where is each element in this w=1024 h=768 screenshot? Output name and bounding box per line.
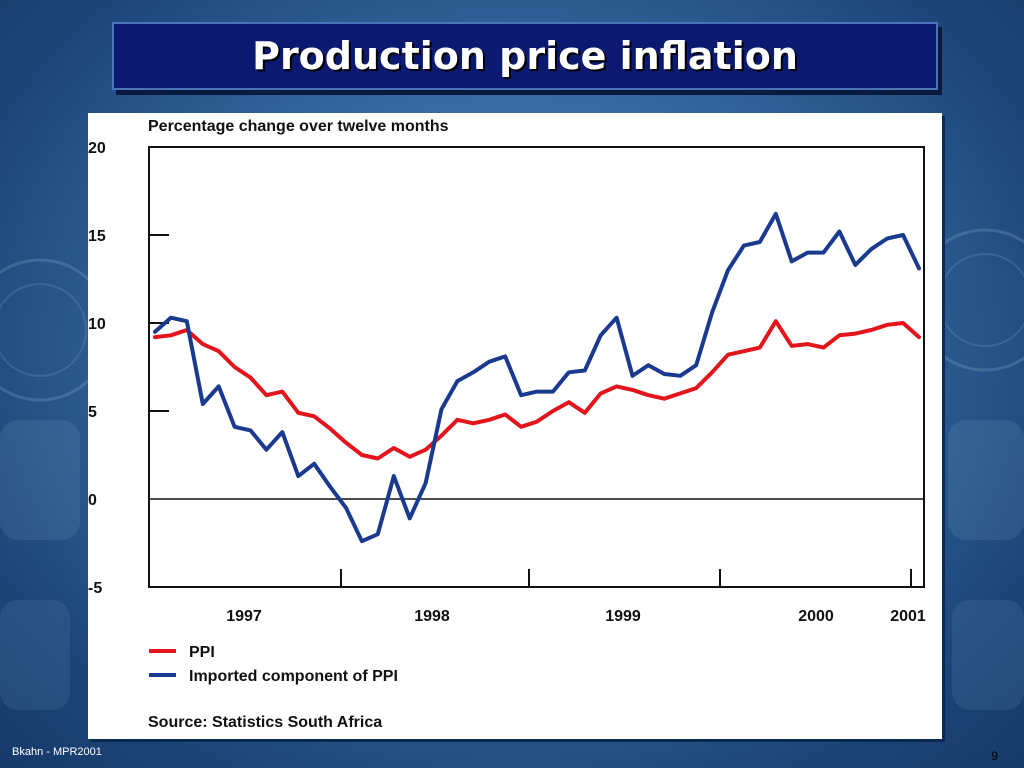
x-tick-label: 1999: [605, 608, 641, 625]
plot-frame: [148, 146, 925, 588]
y-tick-label: 15: [88, 228, 106, 245]
series-line-ppi: [153, 319, 921, 461]
chart-source: Source: Statistics South Africa: [148, 714, 382, 731]
x-tick-label: 1998: [414, 608, 450, 625]
y-axis-labels: 20 15 10 5 0 -5: [88, 140, 106, 597]
y-tick-label: 20: [88, 140, 106, 157]
page-number: 9: [991, 749, 998, 763]
legend: PPI Imported component of PPI: [149, 644, 398, 685]
series-lines: [153, 211, 921, 544]
x-tick-label: 1997: [226, 608, 262, 625]
slide-title-bar: Production price inflation: [112, 22, 938, 90]
chart-panel: Percentage change over twelve months 20 1…: [88, 113, 942, 739]
legend-label: PPI: [189, 644, 215, 661]
y-tick-label: 10: [88, 316, 106, 333]
x-axis-labels: 1997 1998 1999 2000 2001: [226, 608, 926, 625]
footer-presenter-label: Bkahn - MPR2001: [12, 746, 102, 758]
line-chart: Percentage change over twelve months 20 1…: [88, 118, 926, 731]
y-tick-label: 5: [88, 404, 97, 421]
legend-label: Imported component of PPI: [189, 668, 398, 685]
slide-title: Production price inflation: [252, 34, 798, 78]
series-line-imported-ppi: [153, 211, 921, 544]
y-tick-label: 0: [88, 492, 97, 509]
chart-title: Percentage change over twelve months: [148, 118, 449, 135]
x-tick-label: 2000: [798, 608, 834, 625]
x-axis-ticks: [340, 569, 912, 587]
x-tick-label: 2001: [890, 608, 926, 625]
plot-border: [148, 146, 925, 588]
y-tick-label: -5: [88, 580, 102, 597]
